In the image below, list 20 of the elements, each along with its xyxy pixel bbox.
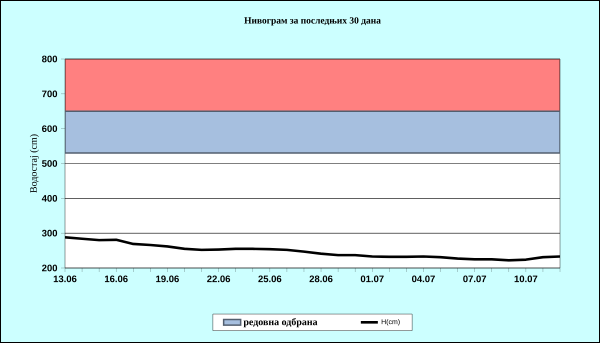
x-tick-label: 28.06 [310, 276, 333, 282]
x-tick-label: 07.07 [463, 276, 486, 282]
y-tick-label: 200 [42, 264, 58, 272]
legend-label: редовна одбрана [244, 318, 318, 328]
y-tick-label: 300 [42, 230, 58, 237]
x-tick-label: 19.06 [156, 276, 179, 282]
y-tick-label: 700 [42, 90, 58, 98]
y-tick-label: 400 [42, 194, 58, 202]
x-tick-label: 01.07 [360, 276, 384, 282]
x-tick-label: 22.06 [207, 276, 230, 282]
y-axis-title: Водостај (cm) [30, 134, 39, 193]
y-tick-label: 600 [42, 125, 58, 132]
chart-title: Нивограм за последњих 30 дана [244, 17, 381, 26]
x-tick-label: 25.06 [258, 276, 282, 282]
y-tick-label: 500 [42, 160, 58, 167]
y-tick-label: 800 [42, 56, 58, 62]
x-tick-label: 10.07 [514, 276, 538, 282]
x-tick-label: 04.07 [412, 276, 435, 282]
x-tick-label: 13.06 [54, 276, 77, 282]
x-tick-label: 16.06 [104, 276, 128, 282]
